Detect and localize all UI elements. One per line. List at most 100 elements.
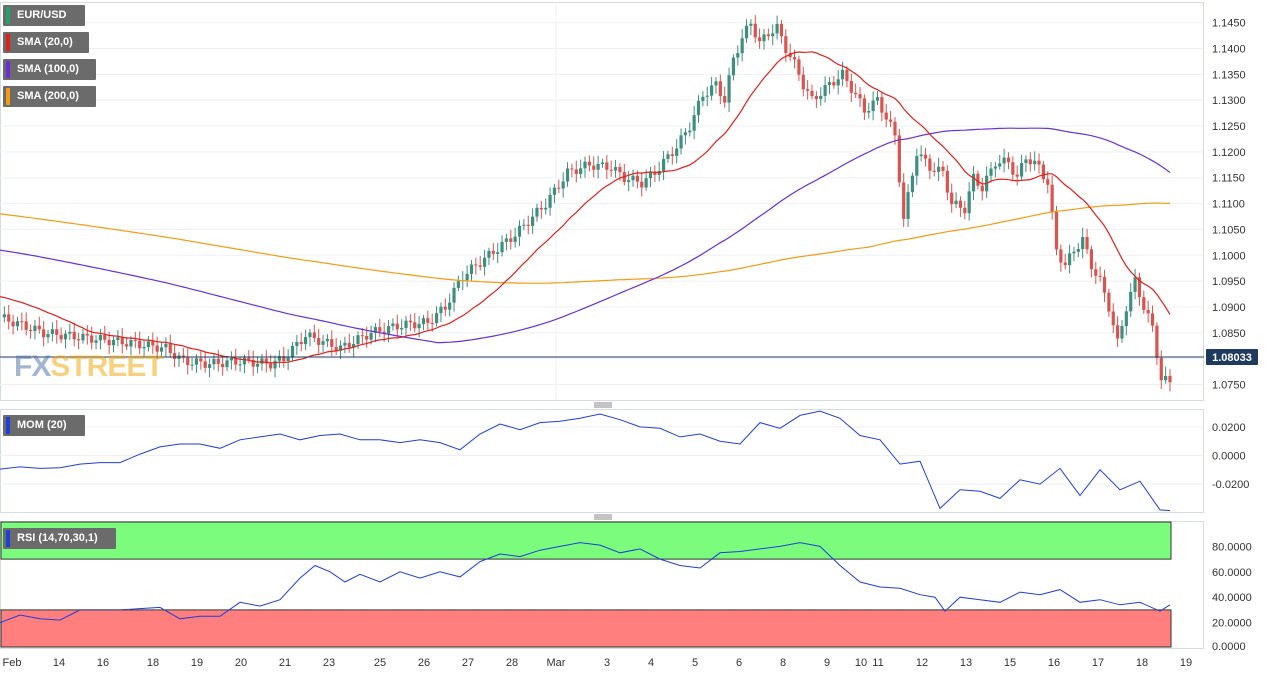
x-tick-label: 10 xyxy=(855,657,867,669)
candle-body xyxy=(199,358,203,362)
candle xyxy=(910,172,915,198)
candle xyxy=(1089,245,1094,278)
candle xyxy=(762,29,766,50)
candle xyxy=(775,15,779,40)
candle xyxy=(408,314,412,331)
candle-body xyxy=(321,341,325,345)
legend-tag-eurusd[interactable]: EUR/USD xyxy=(3,5,85,26)
candle xyxy=(290,341,295,362)
legend-tag-sma100[interactable]: SMA (100,0) xyxy=(3,59,96,80)
x-tick-label: 18 xyxy=(147,657,159,669)
candle-body xyxy=(609,169,613,171)
candle xyxy=(1133,268,1137,300)
candle-body xyxy=(308,332,312,338)
candle-body xyxy=(286,357,290,362)
candle-body xyxy=(692,115,696,131)
candle-body xyxy=(260,358,264,364)
candle-body xyxy=(434,313,439,324)
x-tick-label: 13 xyxy=(960,657,972,669)
candle-body xyxy=(76,339,81,341)
candle xyxy=(1002,148,1006,173)
candle xyxy=(736,45,740,66)
candle xyxy=(347,333,351,353)
candle xyxy=(1102,269,1107,302)
candle xyxy=(810,84,814,100)
candle-body xyxy=(919,154,923,157)
candle xyxy=(448,293,452,317)
candle-body xyxy=(2,314,6,318)
candle xyxy=(723,86,727,108)
candle-body xyxy=(365,335,369,340)
candle-body xyxy=(710,85,714,96)
candle xyxy=(1085,228,1089,255)
candle xyxy=(1164,366,1168,384)
candle-body xyxy=(303,337,308,345)
panel-resize-grip-2[interactable] xyxy=(594,514,612,520)
candle xyxy=(993,161,997,178)
candle xyxy=(928,154,932,180)
legend-swatch xyxy=(6,34,10,51)
candle-body xyxy=(744,25,749,39)
candle xyxy=(216,349,220,372)
legend-swatch xyxy=(6,88,10,105)
candle-body xyxy=(705,95,709,97)
candle xyxy=(526,215,530,235)
candle xyxy=(849,73,853,102)
candle xyxy=(801,66,805,97)
candle-body xyxy=(867,110,871,113)
candle-body xyxy=(408,320,412,323)
candle-body xyxy=(98,334,103,341)
candle-body xyxy=(146,341,151,348)
candle xyxy=(1150,305,1155,332)
candle xyxy=(923,147,928,167)
candle xyxy=(190,357,194,371)
candle xyxy=(120,327,124,354)
candles xyxy=(2,15,1172,392)
x-tick-label: Feb xyxy=(3,657,22,669)
candle-body xyxy=(1168,375,1172,383)
candle-body xyxy=(653,171,657,175)
y-tick-label: 1.1300 xyxy=(1212,95,1246,107)
mom-panel-label[interactable]: MOM (20) xyxy=(3,415,85,436)
candle-body xyxy=(111,340,116,346)
candle xyxy=(731,54,736,81)
candle xyxy=(164,337,168,357)
candle-body xyxy=(561,181,565,189)
candle xyxy=(400,319,404,336)
candle-body xyxy=(814,96,818,99)
candle xyxy=(1142,290,1146,314)
candle xyxy=(343,336,347,354)
candle xyxy=(443,298,447,317)
candle xyxy=(1146,300,1150,323)
legend-tag-sma200[interactable]: SMA (200,0) xyxy=(3,86,96,107)
candle xyxy=(980,177,984,201)
candle-body xyxy=(33,325,37,332)
candle xyxy=(963,200,967,220)
panel-resize-grip-1[interactable] xyxy=(594,402,612,408)
candle-body xyxy=(347,342,351,348)
rsi-panel-label[interactable]: RSI (14,70,30,1) xyxy=(3,528,116,549)
candle-body xyxy=(382,331,386,334)
candle xyxy=(504,233,509,251)
legend-tag-sma20[interactable]: SMA (20,0) xyxy=(3,32,89,53)
candle xyxy=(1094,261,1098,284)
x-tick-label: 23 xyxy=(323,657,335,669)
candle-body xyxy=(55,329,59,335)
candle xyxy=(696,95,701,123)
candle xyxy=(836,70,840,95)
candle-body xyxy=(504,238,509,242)
candle-body xyxy=(875,97,880,101)
candle xyxy=(111,336,116,353)
candle xyxy=(1107,288,1111,317)
candle-body xyxy=(613,167,618,171)
candle xyxy=(413,313,417,333)
candle-body xyxy=(531,216,535,226)
candle-body xyxy=(282,356,286,362)
candle-body xyxy=(893,121,897,136)
candle-body xyxy=(1033,160,1037,165)
candle-body xyxy=(277,356,282,361)
candle xyxy=(487,247,491,266)
candle xyxy=(133,331,137,349)
candle-body xyxy=(330,338,334,347)
